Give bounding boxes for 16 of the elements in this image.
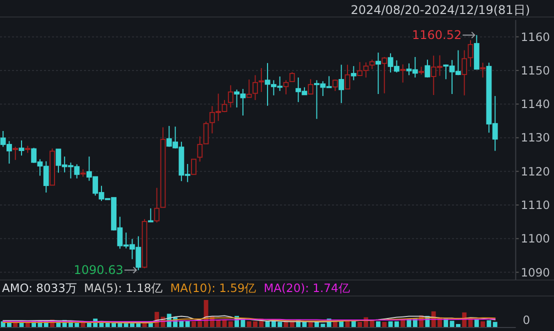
y-tick-label: 1150	[520, 63, 550, 78]
y-tick-label: 1130	[520, 130, 550, 145]
text: AMO: 8033万	[2, 281, 78, 295]
y-tick-label: 1140	[520, 97, 550, 112]
y-tick-label: 1160	[520, 30, 550, 44]
text: MA(10): 1.59亿	[170, 281, 257, 295]
y-tick-label: 1120	[520, 164, 550, 178]
text: 0	[522, 313, 530, 327]
text: MA(5): 1.18亿	[84, 281, 164, 295]
text: MA(20): 1.74亿	[264, 281, 350, 295]
chart-title: 2024/08/20-2024/12/19(81日)	[350, 3, 530, 17]
annotation: 1160.52	[412, 28, 462, 42]
annotation: 1090.63	[74, 263, 124, 278]
y-tick-label: 1110	[520, 198, 550, 212]
y-tick-label: 1100	[520, 232, 550, 246]
y-tick-label: 1090	[520, 265, 550, 280]
